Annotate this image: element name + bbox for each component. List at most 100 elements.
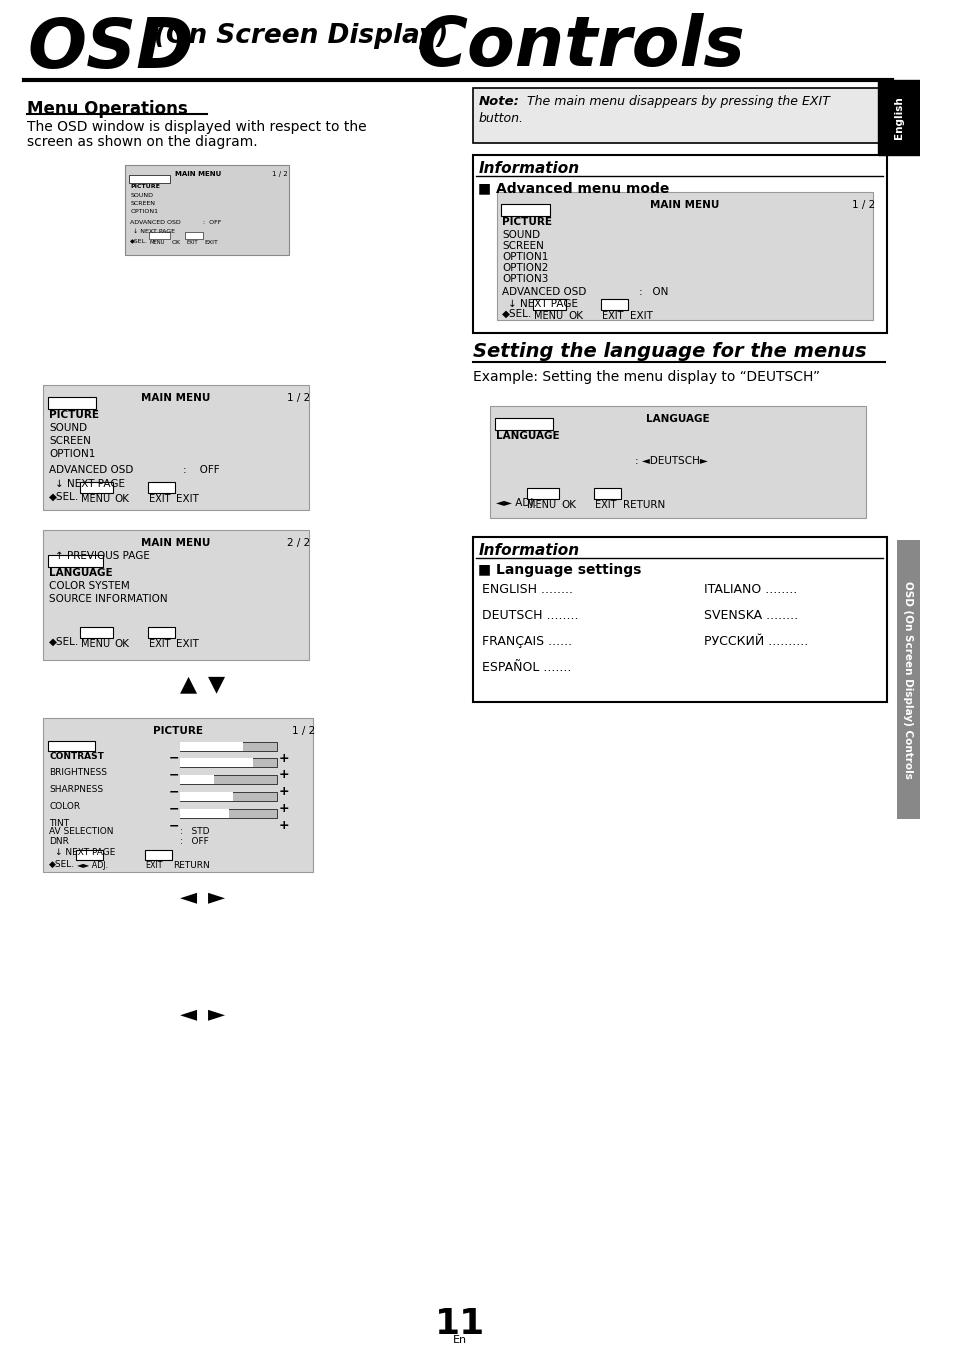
Text: ▲: ▲ xyxy=(179,674,196,694)
Text: ADVANCED OSD: ADVANCED OSD xyxy=(50,465,133,474)
Bar xyxy=(148,627,174,638)
Bar xyxy=(129,174,170,182)
Text: OK: OK xyxy=(172,240,180,245)
Text: MENU: MENU xyxy=(527,500,556,509)
Text: SCREEN: SCREEN xyxy=(130,201,155,205)
Text: The main menu disappears by pressing the EXIT: The main menu disappears by pressing the… xyxy=(522,95,829,108)
Bar xyxy=(80,627,112,638)
Text: ↓ NEXT PAGE: ↓ NEXT PAGE xyxy=(132,228,175,234)
Bar xyxy=(49,397,96,409)
Text: PICTURE: PICTURE xyxy=(130,184,160,189)
Text: EXIT: EXIT xyxy=(629,311,652,320)
Text: SVENSKA ........: SVENSKA ........ xyxy=(703,608,798,621)
Bar xyxy=(472,88,886,143)
Text: Information: Information xyxy=(477,161,578,176)
Bar xyxy=(180,793,233,801)
Text: ◄: ◄ xyxy=(179,888,196,908)
Text: PICTURE: PICTURE xyxy=(502,218,552,227)
Text: CONTRAST: CONTRAST xyxy=(50,751,104,761)
Text: ITALIANO ........: ITALIANO ........ xyxy=(703,582,797,596)
Bar xyxy=(49,740,94,751)
Bar xyxy=(896,539,919,820)
Text: COLOR SYSTEM: COLOR SYSTEM xyxy=(50,581,130,590)
Text: 2 / 2: 2 / 2 xyxy=(287,538,311,547)
Bar xyxy=(526,488,558,499)
Text: +: + xyxy=(278,802,289,816)
Bar xyxy=(180,809,276,819)
Text: MAIN MENU: MAIN MENU xyxy=(174,170,220,177)
Text: EXIT: EXIT xyxy=(204,240,218,245)
Text: DEUTSCH ........: DEUTSCH ........ xyxy=(481,608,578,621)
Bar xyxy=(43,717,314,873)
Text: SHARPNESS: SHARPNESS xyxy=(50,785,103,794)
Bar xyxy=(495,417,552,430)
Text: 1 / 2: 1 / 2 xyxy=(287,393,311,403)
Bar xyxy=(125,165,289,255)
Text: MENU: MENU xyxy=(534,311,563,320)
Bar xyxy=(148,482,174,493)
Text: ↑ PREVIOUS PAGE: ↑ PREVIOUS PAGE xyxy=(55,551,150,561)
Text: SCREEN: SCREEN xyxy=(50,436,91,446)
Text: OSD (On Screen Display) Controls: OSD (On Screen Display) Controls xyxy=(902,581,912,778)
Bar xyxy=(180,758,253,767)
Text: AV SELECTION: AV SELECTION xyxy=(50,827,113,836)
Text: MENU: MENU xyxy=(150,240,165,245)
Text: ►: ► xyxy=(208,1004,225,1024)
Text: screen as shown on the diagram.: screen as shown on the diagram. xyxy=(27,135,257,149)
Text: (On Screen Display): (On Screen Display) xyxy=(154,23,448,49)
Bar xyxy=(43,385,308,509)
Text: 1 / 2: 1 / 2 xyxy=(851,200,874,209)
Bar xyxy=(180,742,276,751)
Bar xyxy=(180,742,243,751)
Bar xyxy=(472,155,886,332)
Text: MAIN MENU: MAIN MENU xyxy=(141,393,210,403)
Text: −: − xyxy=(169,820,179,832)
Text: OPTION3: OPTION3 xyxy=(502,274,548,284)
Text: PICTURE: PICTURE xyxy=(153,725,203,735)
Bar xyxy=(185,232,202,239)
Text: OK: OK xyxy=(114,639,130,648)
Text: ■ Language settings: ■ Language settings xyxy=(477,562,641,577)
Text: RETURN: RETURN xyxy=(173,862,210,870)
Text: 1 / 2: 1 / 2 xyxy=(292,725,315,735)
Bar xyxy=(149,232,170,239)
Text: OPTION2: OPTION2 xyxy=(502,263,548,273)
Text: :   OFF: : OFF xyxy=(180,838,209,847)
Text: EXIT: EXIT xyxy=(601,311,622,320)
Text: LANGUAGE: LANGUAGE xyxy=(496,431,558,440)
Text: RETURN: RETURN xyxy=(622,500,664,509)
Text: −: − xyxy=(169,802,179,816)
Text: MENU: MENU xyxy=(81,493,110,504)
Text: ESPAÑOL .......: ESPAÑOL ....... xyxy=(481,661,571,674)
Text: 1 / 2: 1 / 2 xyxy=(272,170,288,177)
Text: +: + xyxy=(278,820,289,832)
Text: РУССКИЙ ..........: РУССКИЙ .......... xyxy=(703,635,807,647)
Text: −: − xyxy=(169,769,179,781)
Bar xyxy=(533,299,565,309)
Text: BRIGHTNESS: BRIGHTNESS xyxy=(50,769,107,777)
Text: EXIT: EXIT xyxy=(186,240,197,245)
Text: English: English xyxy=(893,96,902,139)
Text: −: − xyxy=(169,751,179,765)
Bar xyxy=(49,555,103,566)
Text: ◄► ADJ.: ◄► ADJ. xyxy=(77,862,108,870)
Bar xyxy=(600,299,627,309)
Text: EXIT: EXIT xyxy=(149,639,170,648)
Text: ◄► ADJ.: ◄► ADJ. xyxy=(496,497,536,508)
Text: EXIT: EXIT xyxy=(149,493,170,504)
Text: MENU: MENU xyxy=(81,639,110,648)
Bar xyxy=(180,758,276,767)
Text: 11: 11 xyxy=(435,1308,485,1342)
Text: En: En xyxy=(453,1335,467,1346)
Text: ►: ► xyxy=(208,888,225,908)
Text: ↓ NEXT PAGE: ↓ NEXT PAGE xyxy=(55,478,125,489)
Bar xyxy=(877,80,919,155)
Text: OPTION1: OPTION1 xyxy=(50,449,95,459)
Text: COLOR: COLOR xyxy=(50,802,80,812)
Text: button.: button. xyxy=(477,112,523,124)
Text: Controls: Controls xyxy=(416,14,744,80)
Text: ENGLISH ........: ENGLISH ........ xyxy=(481,582,573,596)
Text: SOURCE INFORMATION: SOURCE INFORMATION xyxy=(50,593,168,604)
Text: :   ON: : ON xyxy=(639,286,668,297)
Text: OSD: OSD xyxy=(27,15,193,82)
